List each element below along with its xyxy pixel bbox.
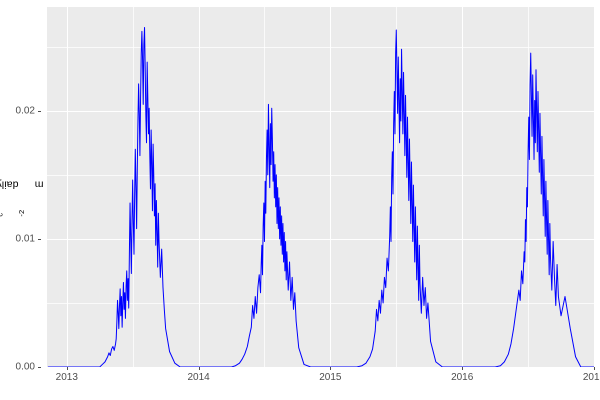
x-axis-tick-mark (594, 367, 595, 370)
gridline-x-minor (528, 7, 529, 367)
gpp-line-series (47, 27, 594, 367)
x-axis-tick-label: 2016 (451, 372, 474, 383)
y-axis-tick-label: 0.01 (15, 233, 35, 245)
gridline-y-minor (47, 174, 594, 176)
x-axis-tick-label: 2014 (187, 372, 210, 383)
y-axis-tick-label: 0.02 (15, 105, 35, 117)
x-axis-tick-mark (66, 367, 68, 370)
y-axis-tick-mark (38, 110, 41, 112)
x-axis-tick-mark (198, 367, 200, 370)
gridline-y-minor (47, 46, 594, 48)
x-axis: 2013 2014 2015 2016 2017 (47, 367, 600, 400)
x-axis-tick-label: 2017 (582, 372, 600, 383)
y-axis-tick-label: 0.00 (15, 361, 35, 373)
y-axis-tick-mark (38, 367, 41, 368)
gridline-x-major (198, 7, 200, 367)
y-axis-tick-mark (38, 238, 41, 240)
plot-panel (47, 7, 594, 367)
gridline-x-minor (396, 7, 397, 367)
gridline-x-major (462, 7, 464, 367)
gridline-x-major (66, 7, 68, 367)
gridline-y-major (47, 110, 594, 112)
gridline-x-major (330, 7, 332, 367)
gridline-y-minor (47, 302, 594, 304)
x-axis-tick-label: 2013 (55, 372, 78, 383)
x-axis-tick-mark (462, 367, 464, 370)
x-axis-tick-mark (330, 367, 332, 370)
data-series-layer (47, 27, 594, 367)
gridline-y-major (47, 238, 594, 240)
x-axis-tick-label: 2015 (319, 372, 342, 383)
y-axis: 0.00 0.01 0.02 (0, 0, 41, 400)
